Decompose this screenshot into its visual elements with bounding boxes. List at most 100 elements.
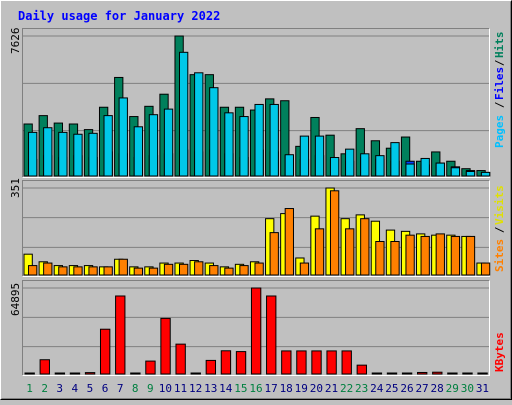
- x-tick-label-6: 6: [102, 382, 109, 395]
- x-tick-label-28: 28: [431, 382, 444, 395]
- legend-kbytes: KBytes: [493, 332, 506, 372]
- plot-bevel-dark-2: [22, 180, 490, 277]
- x-tick-label-8: 8: [132, 382, 139, 395]
- bar-sites-12: [194, 261, 204, 276]
- x-tick-label-31: 31: [476, 382, 489, 395]
- bar-sites-28: [435, 233, 445, 276]
- legend-sep-2: /: [493, 59, 506, 66]
- x-tick-label-30: 30: [461, 382, 474, 395]
- x-tick-label-15: 15: [234, 382, 247, 395]
- x-tick-label-3: 3: [56, 382, 63, 395]
- x-tick-label-21: 21: [325, 382, 338, 395]
- bar-pages-22: [345, 148, 355, 177]
- bar-kbytes-1: [24, 372, 35, 375]
- bar-sites-20: [314, 228, 325, 276]
- bar-pages-25: [390, 142, 400, 177]
- x-tick-label-1: 1: [26, 382, 33, 395]
- bar-sites-8: [133, 267, 144, 276]
- bar-kbytes-11: [175, 343, 186, 375]
- bar-sites-9: [148, 267, 159, 276]
- bar-kbytes-23: [356, 364, 367, 375]
- x-tick-label-19: 19: [295, 382, 308, 395]
- bar-kbytes-31: [477, 372, 488, 375]
- bar-pages-27: [420, 157, 430, 177]
- legend-sep-1: /: [493, 101, 506, 108]
- bar-pages-23: [360, 153, 370, 177]
- bar-kbytes-10: [160, 317, 171, 375]
- frame-shadow-inner: [1, 1, 511, 399]
- bar-pages-20: [314, 135, 325, 177]
- bar-pages-13: [209, 87, 219, 177]
- bar-kbytes-16: [250, 287, 262, 375]
- bar-pages-12: [194, 72, 204, 177]
- legend-files: Files: [493, 67, 506, 100]
- bar-kbytes-2: [39, 359, 50, 375]
- legend-pages: Pages: [493, 115, 506, 148]
- bar-sites-3: [58, 266, 68, 276]
- bar-kbytes-28: [432, 371, 443, 375]
- bar-kbytes-19: [296, 350, 307, 375]
- bar-kbytes-3: [54, 372, 66, 375]
- bar-kbytes-27: [417, 371, 428, 375]
- x-tick-label-27: 27: [415, 382, 428, 395]
- bar-kbytes-30: [462, 372, 473, 375]
- bar-kbytes-6: [99, 328, 111, 375]
- bar-pages-15: [239, 116, 249, 177]
- bar-sites-24: [375, 241, 385, 276]
- bar-pages-10: [163, 108, 174, 177]
- bar-kbytes-22: [341, 350, 352, 375]
- bar-pages-26: [405, 163, 415, 177]
- bar-kbytes-25: [386, 372, 398, 375]
- bar-pages-1: [28, 131, 38, 177]
- bar-kbytes-29: [447, 372, 458, 375]
- x-tick-label-7: 7: [117, 382, 124, 395]
- bar-kbytes-12: [190, 372, 201, 375]
- bar-sites-26: [405, 234, 415, 276]
- bar-sites-15: [239, 265, 249, 276]
- x-tick-label-10: 10: [159, 382, 172, 395]
- bar-kbytes-18: [281, 350, 292, 375]
- bar-pages-4: [73, 133, 83, 177]
- x-tick-label-25: 25: [385, 382, 398, 395]
- bar-kbytes-13: [205, 359, 217, 375]
- bar-pages-17: [269, 103, 279, 177]
- bar-kbytes-8: [130, 372, 141, 375]
- bar-sites-10: [163, 263, 174, 276]
- x-tick-label-18: 18: [280, 382, 293, 395]
- y-max-label-kbytes: 64895: [9, 283, 22, 316]
- x-tick-label-24: 24: [370, 382, 384, 395]
- bar-sites-30: [465, 235, 476, 276]
- bar-sites-18: [284, 208, 294, 276]
- x-tick-label-13: 13: [204, 382, 217, 395]
- bar-kbytes-4: [69, 372, 81, 375]
- bar-pages-29: [450, 167, 461, 177]
- bar-sites-21: [329, 190, 340, 276]
- bar-sites-27: [420, 235, 430, 276]
- bar-sites-4: [73, 266, 83, 276]
- x-tick-label-23: 23: [355, 382, 368, 395]
- bar-sites-7: [118, 258, 128, 276]
- bar-sites-31: [480, 262, 491, 276]
- bar-pages-28: [435, 162, 445, 177]
- x-tick-label-2: 2: [41, 382, 48, 395]
- x-tick-label-12: 12: [189, 382, 202, 395]
- x-tick-label-20: 20: [310, 382, 323, 395]
- bar-pages-8: [133, 126, 144, 177]
- bar-pages-7: [118, 97, 128, 177]
- bar-kbytes-20: [311, 350, 322, 375]
- bar-sites-6: [103, 266, 113, 276]
- bar-pages-2: [43, 127, 53, 177]
- bar-kbytes-17: [266, 295, 277, 375]
- x-tick-label-4: 4: [72, 382, 79, 395]
- x-tick-label-29: 29: [446, 382, 459, 395]
- bar-pages-9: [148, 114, 159, 177]
- bar-sites-11: [178, 263, 189, 276]
- bar-pages-14: [224, 112, 234, 177]
- bar-sites-2: [43, 262, 53, 276]
- bar-pages-5: [88, 132, 98, 177]
- plot-bevel-light-2: [22, 180, 490, 277]
- plot-bevel-light-3: [22, 280, 490, 376]
- plot-bevel-dark-3: [22, 280, 490, 376]
- chart-title: Daily usage for January 2022: [18, 9, 220, 23]
